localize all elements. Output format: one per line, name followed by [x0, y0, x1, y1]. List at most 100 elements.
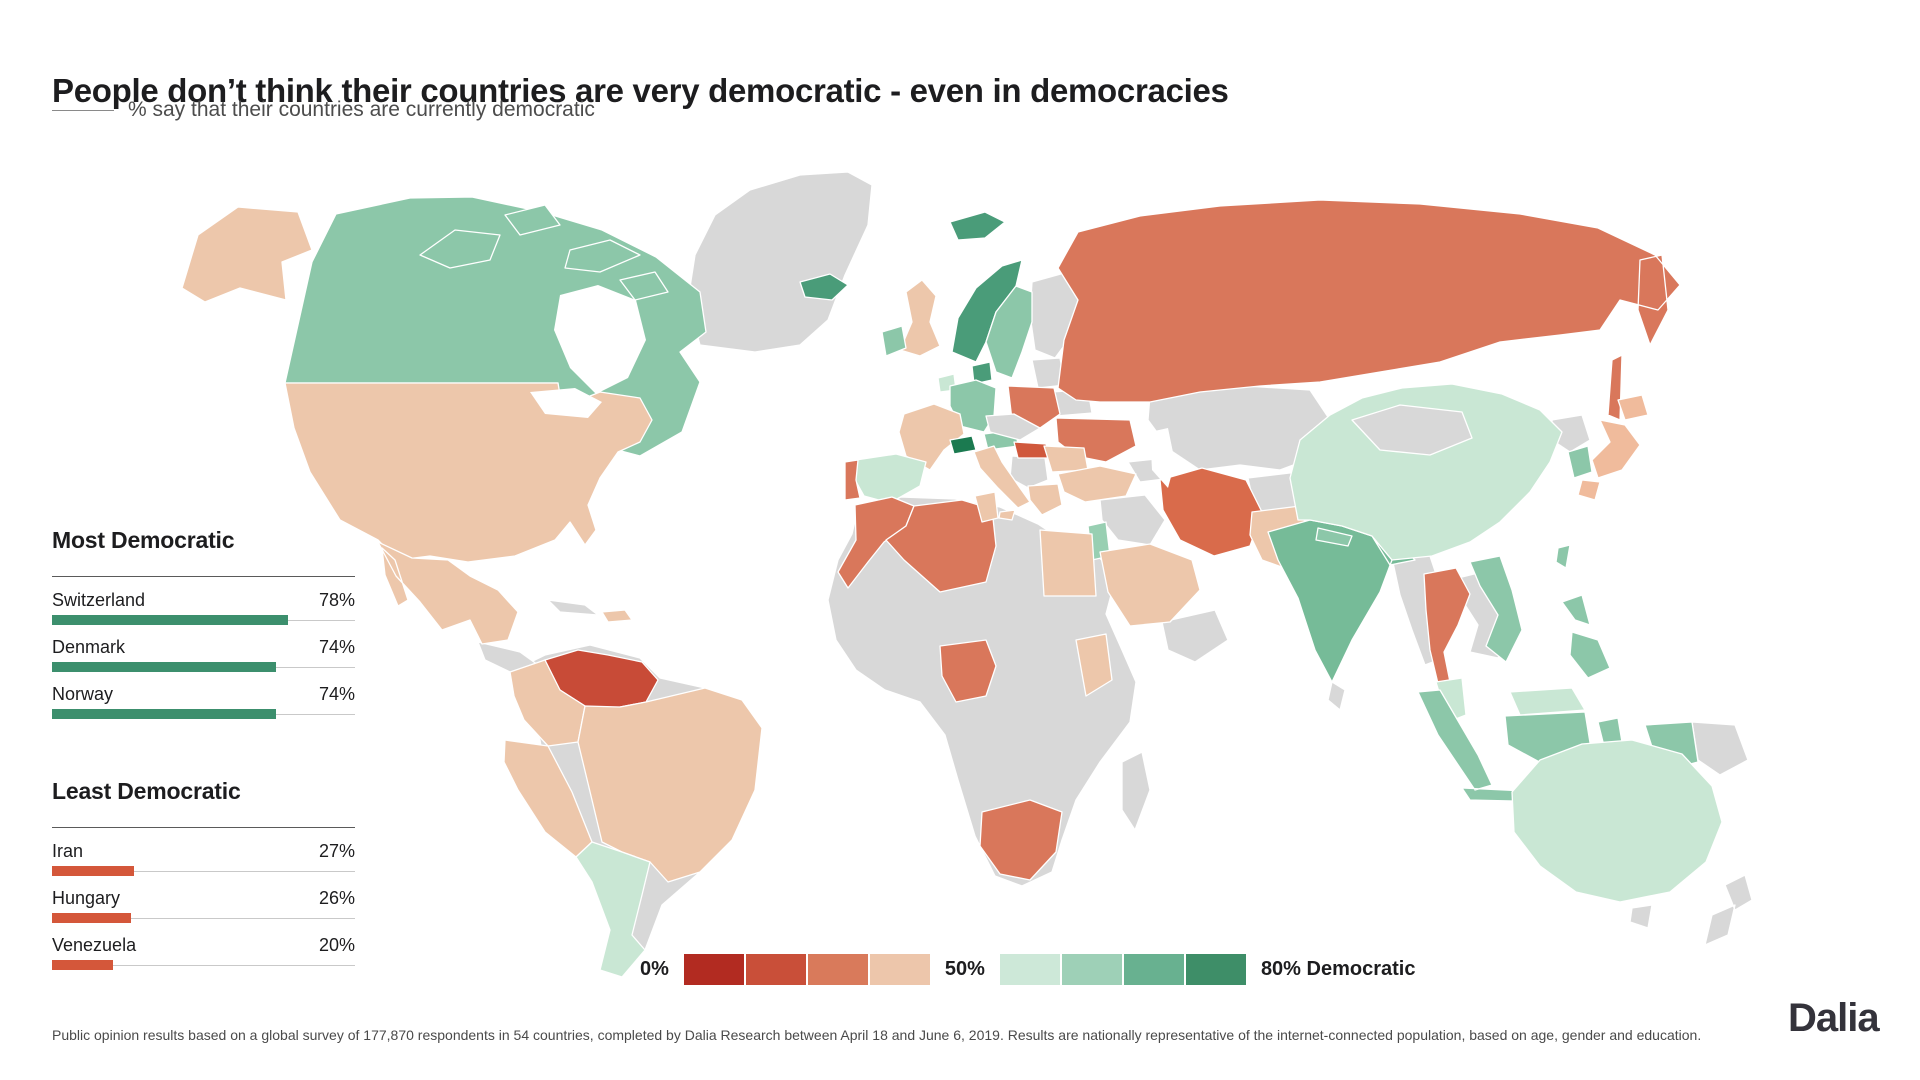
map-region-brazil: [577, 687, 763, 883]
map-region-portugal: [844, 459, 861, 501]
bar-fill: [52, 615, 289, 625]
map-region-greece: [1027, 483, 1063, 516]
map-region-france: [898, 403, 965, 471]
country-value: 20%: [318, 935, 355, 955]
legend-swatch: [999, 954, 1060, 985]
bar-row-norway: Norway 74%: [52, 684, 355, 719]
bar-row-hungary: Hungary 26%: [52, 888, 355, 923]
map-region-nigeria: [939, 639, 997, 703]
bar-track: [52, 709, 355, 719]
bar-fill: [52, 913, 131, 923]
map-region-taiwan: [1555, 544, 1571, 569]
subtitle-text: % say that their countries are currently…: [128, 98, 595, 121]
map-region-iraq-syria: [1099, 494, 1166, 546]
legend-swatch: [1061, 954, 1122, 985]
map-region-morocco: [837, 496, 915, 589]
country-value: 74%: [318, 684, 355, 704]
map-region-south-korea: [1567, 445, 1593, 479]
map-region-saudi-arabia: [1099, 543, 1201, 627]
map-region-egypt: [1039, 529, 1097, 597]
map-region-iran: [1159, 467, 1263, 557]
divider-line: [52, 827, 355, 828]
map-region-czech-slovakia: [985, 413, 1041, 441]
water-overlay: [1150, 428, 1175, 488]
map-region-hispaniola: [601, 609, 633, 623]
most-democratic-panel: Most Democratic Switzerland 78% Denmark …: [52, 527, 355, 731]
map-region-chile-argentina: [575, 841, 651, 978]
bar-row-iran: Iran 27%: [52, 841, 355, 876]
map-region-china: [1289, 383, 1563, 561]
map-region-sweden: [985, 285, 1033, 379]
map-region-canada-islands: [419, 204, 669, 301]
bar-fill: [52, 866, 134, 876]
bar-row-venezuela: Venezuela 20%: [52, 935, 355, 970]
map-region-south-africa: [979, 799, 1063, 881]
legend-green-swatches: [999, 954, 1246, 985]
divider-line: [52, 576, 355, 577]
map-region-greenland: [687, 171, 873, 353]
least-democratic-heading: Least Democratic: [52, 778, 241, 804]
bar-track: [52, 866, 355, 876]
map-region-mongolia: [1351, 404, 1473, 456]
subtitle-dash-line: [52, 109, 114, 111]
bar-fill: [52, 709, 277, 719]
map-region-italy: [973, 445, 1031, 521]
map-region-russia: [1057, 199, 1681, 421]
map-region-nepal: [1315, 527, 1353, 547]
map-region-australia: [1511, 739, 1723, 903]
map-region-tunisia: [974, 491, 999, 523]
footnote: Public opinion results based on a global…: [52, 1027, 1702, 1043]
legend-max-label: 80% Democratic: [1260, 958, 1416, 980]
water-overlay: [554, 285, 646, 394]
subtitle: % say that their countries are currently…: [52, 98, 595, 122]
legend-swatch: [683, 954, 744, 985]
map-region-turkey: [1057, 465, 1137, 503]
color-scale-legend: 0% 50% 80% Democratic: [640, 954, 1415, 985]
map-region-ireland: [881, 325, 907, 357]
country-value: 78%: [318, 590, 355, 610]
map-region-sri-lanka: [1327, 681, 1346, 711]
map-region-spain: [853, 453, 927, 504]
legend-min-label: 0%: [640, 958, 669, 980]
map-region-new-zealand: [1704, 874, 1753, 946]
country-label: Venezuela: [52, 935, 137, 955]
map-region-romania: [1043, 445, 1089, 473]
map-region-cuba: [547, 599, 599, 616]
map-region-denmark: [971, 361, 993, 385]
map-region-philippines: [1561, 594, 1611, 679]
country-label: Switzerland: [52, 590, 146, 610]
map-region-japan: [1577, 394, 1649, 501]
least-democratic-panel: Least Democratic Iran 27% Hungary 26% Ve…: [52, 778, 355, 982]
country-label: Hungary: [52, 888, 121, 908]
legend-swatch: [1185, 954, 1246, 985]
bar-fill: [52, 960, 113, 970]
map-region-kenya: [1075, 633, 1113, 697]
legend-mid-label: 50%: [944, 958, 985, 980]
dalia-logo: Dalia: [1788, 996, 1880, 1040]
legend-red-swatches: [683, 954, 930, 985]
page-title: People don’t think their countries are v…: [52, 72, 1229, 110]
map-region-papua-new-guinea: [1691, 721, 1749, 776]
most-democratic-heading: Most Democratic: [52, 527, 235, 553]
map-region-tasmania: [1629, 904, 1653, 929]
bar-track: [52, 960, 355, 970]
bar-row-denmark: Denmark 74%: [52, 637, 355, 672]
country-label: Norway: [52, 684, 114, 704]
country-label: Iran: [52, 841, 84, 861]
map-region-mexico: [377, 541, 519, 645]
map-region-switzerland: [949, 435, 977, 455]
bar-fill: [52, 662, 277, 672]
map-region-vietnam: [1469, 555, 1523, 663]
map-region-svalbard: [949, 211, 1006, 241]
legend-swatch: [745, 954, 806, 985]
legend-swatch: [869, 954, 930, 985]
map-region-uk: [899, 279, 941, 357]
map-region-norway: [951, 259, 1023, 363]
bar-track: [52, 662, 355, 672]
map-region-yemen-oman: [1161, 609, 1229, 663]
legend-swatch: [807, 954, 868, 985]
bar-track: [52, 615, 355, 625]
bar-track: [52, 913, 355, 923]
